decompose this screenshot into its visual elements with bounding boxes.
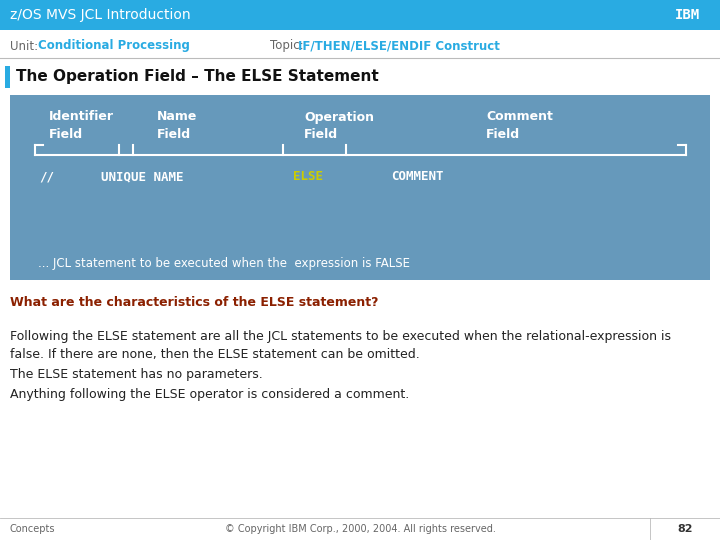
Text: Operation: Operation [304,111,374,124]
Text: Field: Field [486,129,520,141]
Text: Name: Name [157,111,197,124]
Text: IBM: IBM [675,8,700,22]
Bar [5,66,10,88]
Bar [10,95,710,280]
Text: ... JCL statement to be executed when the  expression is FALSE: ... JCL statement to be executed when th… [38,258,410,271]
Text: Topic:: Topic: [270,39,304,52]
Text: Field: Field [157,129,191,141]
Text: The Operation Field – The ELSE Statement: The Operation Field – The ELSE Statement [16,70,379,84]
Bar [0,0,720,30]
Text: Identifier: Identifier [48,111,114,124]
Text: Comment: Comment [486,111,553,124]
Text: Conditional Processing: Conditional Processing [38,39,190,52]
Text: Anything following the ELSE operator is considered a comment.: Anything following the ELSE operator is … [10,388,409,401]
Text: UNIQUE NAME: UNIQUE NAME [101,171,184,184]
Text: IF/THEN/ELSE/ENDIF Construct: IF/THEN/ELSE/ENDIF Construct [298,39,500,52]
Text: Field: Field [48,129,83,141]
Text: Concepts: Concepts [10,524,55,534]
Text: ELSE: ELSE [294,171,323,184]
Text: Following the ELSE statement are all the JCL statements to be executed when the : Following the ELSE statement are all the… [10,330,671,361]
Text: 82: 82 [678,524,693,534]
Text: Unit:: Unit: [10,39,38,52]
Text: COMMENT: COMMENT [392,171,444,184]
Text: //: // [40,171,55,184]
Text: The ELSE statement has no parameters.: The ELSE statement has no parameters. [10,368,263,381]
Text: Field: Field [304,129,338,141]
Text: z/OS MVS JCL Introduction: z/OS MVS JCL Introduction [10,8,191,22]
Text: © Copyright IBM Corp., 2000, 2004. All rights reserved.: © Copyright IBM Corp., 2000, 2004. All r… [225,524,495,534]
Text: What are the characteristics of the ELSE statement?: What are the characteristics of the ELSE… [10,295,379,308]
